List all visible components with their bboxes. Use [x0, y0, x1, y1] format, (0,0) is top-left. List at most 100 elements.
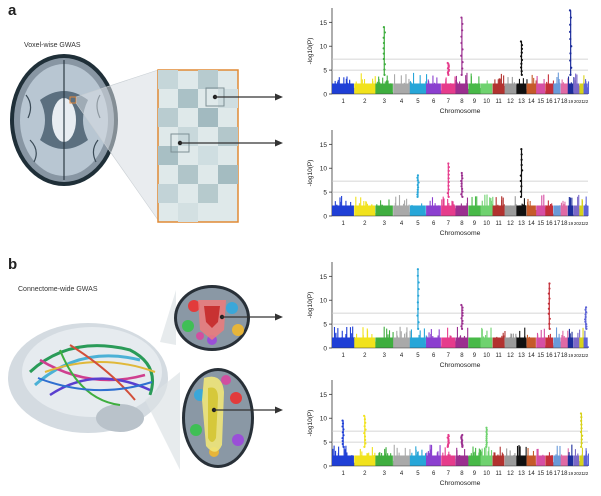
chromosome-15-points [536, 75, 547, 94]
x-tick-label: 13 [518, 99, 525, 105]
chromosome-3-points [375, 199, 393, 216]
chromosome-18-points [560, 330, 569, 348]
snp-point [425, 81, 427, 94]
x-axis-label: Chromosome [440, 108, 481, 115]
x-tick-label: 16 [546, 99, 553, 105]
snp-band [526, 455, 536, 466]
chromosome-13-points [516, 445, 527, 466]
chromosome-9-points [468, 73, 482, 94]
x-tick-label: 20 [574, 471, 580, 476]
x-tick-label: 5 [416, 221, 420, 227]
chromosome-12-points [504, 448, 518, 466]
x-tick-label: 12 [507, 99, 514, 105]
x-tick-label: 6 [432, 221, 436, 227]
snp-point [552, 462, 554, 466]
x-tick-label: 4 [400, 221, 404, 227]
x-tick-label: 15 [537, 471, 544, 477]
chromosome-5-points [409, 72, 428, 94]
voxel-arrows [180, 93, 283, 147]
x-tick-label: 2 [363, 221, 367, 227]
snp-band [455, 205, 469, 216]
chromosome-17-points [553, 327, 562, 348]
snp-band [526, 205, 536, 216]
chromosome-13-points [516, 40, 528, 94]
y-tick-label: 5 [323, 190, 327, 197]
snp-band [573, 83, 580, 94]
chromosome-6-points [426, 75, 442, 94]
chromosome-19-points [567, 197, 574, 216]
snp-band [480, 455, 493, 466]
snp-point [567, 330, 569, 348]
chromosome-19-points [567, 9, 575, 94]
snp-band [579, 455, 584, 466]
panel-a-caption: Voxel-wise GWAS [24, 42, 81, 49]
snp-point [467, 88, 469, 94]
snp-band [332, 337, 354, 348]
snp-band [560, 205, 568, 216]
x-tick-label: 2 [363, 99, 367, 105]
x-tick-label: 1 [341, 353, 345, 359]
x-tick-label: 6 [432, 471, 436, 477]
x-tick-label: 17 [554, 471, 561, 477]
snp-band [409, 83, 426, 94]
snp-band [468, 205, 481, 216]
snp-point [587, 453, 589, 466]
snp-point [503, 85, 505, 94]
chromosome-14-points [526, 198, 537, 216]
x-tick-label: 19 [568, 99, 574, 104]
snp-band [468, 455, 481, 466]
snp-band [526, 337, 536, 348]
chromosome-13-points [516, 327, 527, 348]
chromosome-11-points [492, 73, 505, 94]
chromosome-10-points [480, 194, 494, 216]
panel-b-letter: b [8, 256, 18, 273]
chromosome-2-points [354, 327, 376, 348]
snp-band [455, 337, 469, 348]
x-tick-label: 2 [363, 471, 367, 477]
x-tick-label: 22 [583, 471, 589, 476]
x-tick-label: 6 [432, 99, 436, 105]
chromosome-20-points [573, 449, 581, 466]
chromosome-8-points [455, 16, 469, 94]
x-tick-label: 1 [341, 221, 345, 227]
x-tick-label: 3 [383, 353, 387, 359]
snp-point [409, 212, 411, 216]
snp-point [543, 194, 545, 216]
x-tick-label: 17 [554, 99, 561, 105]
chromosome-3-points [375, 326, 395, 348]
x-tick-label: 21 [579, 99, 585, 104]
snp-band [409, 337, 426, 348]
snp-point [374, 76, 376, 94]
y-axis-label: -log10(P) [307, 160, 314, 187]
snp-point [456, 326, 459, 348]
x-tick-label: 21 [579, 353, 585, 358]
x-tick-label: 5 [416, 471, 420, 477]
x-tick-label: 14 [528, 353, 535, 359]
snp-point [425, 343, 427, 348]
x-tick-label: 8 [460, 471, 464, 477]
chromosome-22-points [583, 306, 589, 348]
snp-point [582, 464, 585, 466]
chromosome-2-points [354, 414, 376, 466]
x-tick-label: 4 [400, 353, 404, 359]
snp-point [587, 81, 590, 94]
coronal-slice [174, 285, 250, 351]
snp-band [480, 205, 493, 216]
x-tick-label: 3 [383, 221, 387, 227]
x-tick-label: 16 [546, 471, 553, 477]
x-axis-label: Chromosome [440, 362, 481, 369]
x-tick-label: 19 [568, 221, 574, 226]
x-tick-label: 7 [447, 99, 451, 105]
snp-point [578, 194, 580, 216]
chromosome-6-points [426, 197, 441, 216]
snp-band [441, 205, 456, 216]
snp-band [354, 455, 376, 466]
zoom-projection [76, 70, 158, 220]
snp-point [479, 449, 482, 466]
x-tick-label: 6 [432, 353, 436, 359]
chromosome-14-points [526, 448, 538, 466]
chromosome-21-points [579, 412, 585, 466]
snp-band [536, 455, 545, 466]
